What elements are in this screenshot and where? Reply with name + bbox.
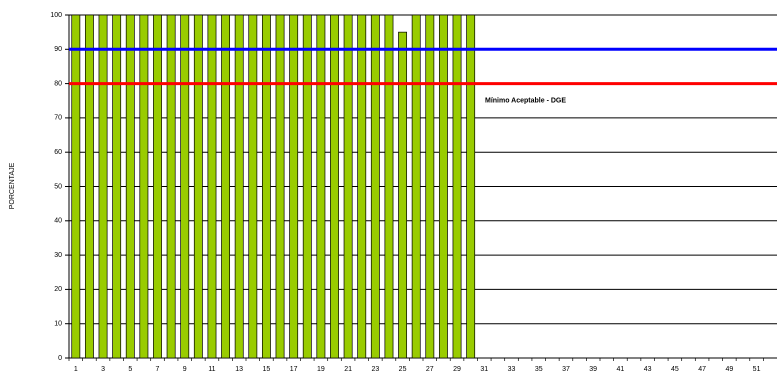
bar bbox=[221, 14, 231, 359]
y-tick-label: 30 bbox=[54, 252, 62, 259]
bar bbox=[452, 14, 462, 359]
bar bbox=[193, 14, 203, 359]
y-tick-label: 60 bbox=[54, 149, 62, 156]
x-tick-label: 19 bbox=[317, 366, 325, 373]
y-tick-label: 90 bbox=[54, 46, 62, 53]
bar bbox=[289, 14, 299, 359]
y-tick-label: 80 bbox=[54, 80, 62, 87]
bar bbox=[438, 14, 448, 359]
x-tick-label: 27 bbox=[426, 366, 434, 373]
bar bbox=[330, 14, 339, 359]
bar bbox=[98, 14, 108, 359]
bar bbox=[302, 14, 312, 359]
x-tick-label: 15 bbox=[263, 366, 271, 373]
x-tick-label: 17 bbox=[290, 366, 298, 373]
y-tick-label: 70 bbox=[54, 115, 62, 122]
x-tick-label: 5 bbox=[128, 366, 132, 373]
y-tick-label: 20 bbox=[54, 286, 62, 293]
bar bbox=[411, 14, 421, 359]
bar bbox=[166, 14, 176, 359]
x-tick-label: 3 bbox=[101, 366, 105, 373]
bar bbox=[125, 14, 135, 359]
y-tick-label: 40 bbox=[54, 218, 62, 225]
x-tick-label: 1 bbox=[74, 366, 78, 373]
x-tick-label: 43 bbox=[644, 366, 652, 373]
bar bbox=[112, 14, 122, 359]
y-tick-label: 0 bbox=[58, 355, 62, 362]
y-tick-label: 50 bbox=[54, 183, 62, 190]
x-tick-label: 25 bbox=[399, 366, 407, 373]
bar bbox=[248, 14, 258, 359]
bar bbox=[357, 14, 367, 359]
x-tick-label: 7 bbox=[156, 366, 160, 373]
bar bbox=[261, 14, 271, 359]
x-tick-label: 11 bbox=[208, 366, 215, 373]
x-tick-label: 45 bbox=[671, 366, 679, 373]
bar bbox=[84, 14, 94, 359]
x-tick-label: 37 bbox=[562, 366, 570, 373]
y-tick-label: 100 bbox=[50, 12, 62, 19]
x-tick-label: 31 bbox=[480, 366, 488, 373]
reference-label: Mínimo Aceptable - DGE bbox=[485, 97, 566, 104]
y-axis-label: PORCENTAJE bbox=[9, 162, 16, 209]
bar bbox=[234, 14, 244, 359]
bar bbox=[316, 14, 326, 359]
bar bbox=[180, 14, 190, 359]
x-tick-label: 21 bbox=[344, 366, 352, 373]
bar bbox=[71, 14, 81, 359]
y-tick-label: 10 bbox=[54, 321, 62, 328]
x-tick-label: 47 bbox=[698, 366, 706, 373]
x-tick-label: 33 bbox=[508, 366, 516, 373]
x-tick-label: 13 bbox=[235, 366, 243, 373]
x-tick-label: 9 bbox=[183, 366, 187, 373]
bar bbox=[466, 14, 476, 359]
bar bbox=[153, 14, 162, 359]
bar bbox=[139, 14, 149, 359]
x-tick-label: 51 bbox=[753, 366, 761, 373]
bar bbox=[275, 14, 285, 359]
x-tick-label: 35 bbox=[535, 366, 543, 373]
bar bbox=[384, 14, 394, 359]
bar bbox=[398, 31, 408, 359]
x-tick-label: 41 bbox=[617, 366, 625, 373]
bar bbox=[370, 14, 380, 359]
bar bbox=[425, 14, 435, 359]
x-tick-label: 23 bbox=[371, 366, 379, 373]
x-tick-label: 29 bbox=[453, 366, 461, 373]
x-tick-label: 49 bbox=[725, 366, 733, 373]
bar bbox=[343, 14, 353, 359]
x-tick-label: 39 bbox=[589, 366, 597, 373]
bar bbox=[207, 14, 217, 359]
